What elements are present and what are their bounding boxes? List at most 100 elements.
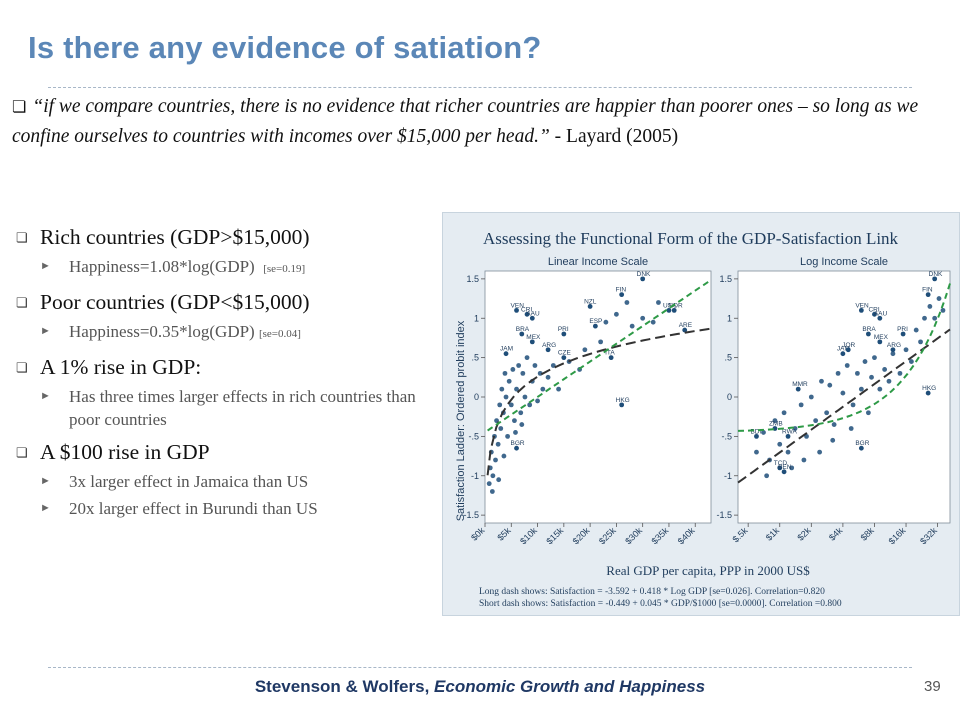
data-point <box>525 355 530 360</box>
data-point <box>651 320 656 325</box>
point-label: JOR <box>842 342 855 349</box>
point-label: HKG <box>922 385 936 392</box>
data-point <box>603 320 608 325</box>
sub-bullet-burundi: ► 20x larger effect in Burundi than US <box>40 497 446 520</box>
scatter-chart: Assessing the Functional Form of the GDP… <box>443 213 959 615</box>
data-point <box>859 387 864 392</box>
data-point <box>817 450 822 455</box>
data-point <box>840 391 845 396</box>
checkbox-bullet-icon: ❏ <box>16 438 40 468</box>
x-tick-label: $2k <box>795 525 813 543</box>
data-point <box>845 363 850 368</box>
y-tick-label: -.5 <box>721 431 732 441</box>
point-label: USA <box>663 302 677 309</box>
data-point <box>782 410 787 415</box>
data-point <box>546 375 551 380</box>
quote-author: - Layard (2005) <box>550 126 678 147</box>
data-point <box>914 328 919 333</box>
data-point <box>872 355 877 360</box>
data-point <box>827 383 832 388</box>
x-tick-label: $40k <box>676 525 697 546</box>
data-point <box>918 339 923 344</box>
point-label: BRA <box>516 326 530 333</box>
standard-error: [se=0.04] <box>259 328 301 340</box>
data-point <box>512 418 517 423</box>
data-point <box>496 442 501 447</box>
data-point <box>813 418 818 423</box>
arrow-bullet-icon: ► <box>40 320 51 343</box>
point-label: FIN <box>616 287 627 294</box>
data-point <box>849 426 854 431</box>
data-point <box>499 387 504 392</box>
sub-bullet-rich-happiness: ► Happiness=1.08*log(GDP) [se=0.19] <box>40 255 446 281</box>
data-point <box>855 371 860 376</box>
y-tick-label: 1 <box>474 313 479 323</box>
footer-citation: Stevenson & Wolfers, Economic Growth and… <box>0 677 960 697</box>
y-tick-label: -1.5 <box>463 510 479 520</box>
point-label: ARG <box>887 342 901 349</box>
data-point <box>503 371 508 376</box>
point-label: ARG <box>542 342 556 349</box>
y-tick-label: -1.5 <box>716 510 732 520</box>
quote-text: “if we compare countries, there is no ev… <box>12 96 918 147</box>
data-point <box>510 367 515 372</box>
x-tick-label: $20k <box>571 525 592 546</box>
bullet-hundred-rise: ❏ A $100 rise in GDP <box>16 437 446 468</box>
y-tick-label: 1.5 <box>466 274 479 284</box>
x-axis-label: Real GDP per capita, PPP in 2000 US$ <box>606 563 810 578</box>
point-label: AAU <box>874 310 888 317</box>
data-point <box>836 371 841 376</box>
data-point <box>490 489 495 494</box>
arrow-bullet-icon: ► <box>40 470 51 493</box>
data-point <box>533 363 538 368</box>
data-point <box>516 363 521 368</box>
data-point <box>866 410 871 415</box>
point-label: FIN <box>922 287 933 294</box>
gdp-satisfaction-figure: Assessing the Functional Form of the GDP… <box>442 212 960 616</box>
checkbox-bullet-icon: ❏ <box>16 353 40 383</box>
sub-bullet-poor-happiness: ► Happiness=0.35*log(GDP) [se=0.04] <box>40 320 446 346</box>
point-label: MEX <box>874 334 889 341</box>
point-label: DNK <box>637 271 651 278</box>
x-tick-label: $35k <box>649 525 670 546</box>
y-tick-label: -1 <box>724 471 732 481</box>
y-tick-label: .5 <box>471 353 479 363</box>
data-point <box>630 324 635 329</box>
point-label: NZL <box>584 298 597 305</box>
data-point <box>487 481 492 486</box>
arrow-bullet-icon: ► <box>40 255 51 278</box>
standard-error: [se=0.19] <box>263 263 305 275</box>
point-label: MEX <box>526 334 541 341</box>
data-point <box>887 379 892 384</box>
data-point <box>582 347 587 352</box>
bullet-poor-countries: ❏ Poor countries (GDP<$15,000) <box>16 287 446 318</box>
data-point <box>507 379 512 384</box>
point-label: PRI <box>558 326 569 333</box>
x-tick-label: $1k <box>764 525 782 543</box>
bullet-list: ❏ Rich countries (GDP>$15,000) ► Happiness… <box>16 222 446 526</box>
data-point <box>809 395 814 400</box>
point-label: BGR <box>855 440 869 447</box>
panel-log: Log Income Scale-1.5-1-.50.511.5$.5k $1k $… <box>716 256 950 546</box>
x-tick-label: $15k <box>544 525 565 546</box>
layard-quote: ❏ “if we compare countries, there is no e… <box>12 92 932 151</box>
checkbox-bullet-icon: ❏ <box>16 223 40 253</box>
checkbox-bullet-icon: ❏ <box>12 99 26 116</box>
y-tick-label: 1.5 <box>719 274 732 284</box>
x-tick-label: $5k <box>495 525 513 543</box>
data-point <box>504 395 509 400</box>
data-point <box>832 422 837 427</box>
data-point <box>519 422 524 427</box>
point-label: ARE <box>679 322 693 329</box>
long-dash-note: Long dash shows: Satisfaction = -3.592 +… <box>479 586 825 597</box>
point-label: BRA <box>862 326 876 333</box>
data-point <box>927 304 932 309</box>
x-tick-label: $4k <box>827 525 845 543</box>
data-point <box>498 426 503 431</box>
data-point <box>802 458 807 463</box>
y-tick-label: .5 <box>724 353 732 363</box>
y-axis-label: Satisfaction Ladder: Ordered probit inde… <box>455 320 467 521</box>
data-point <box>799 402 804 407</box>
point-label: JAM <box>500 346 513 353</box>
point-label: BGR <box>511 440 525 447</box>
